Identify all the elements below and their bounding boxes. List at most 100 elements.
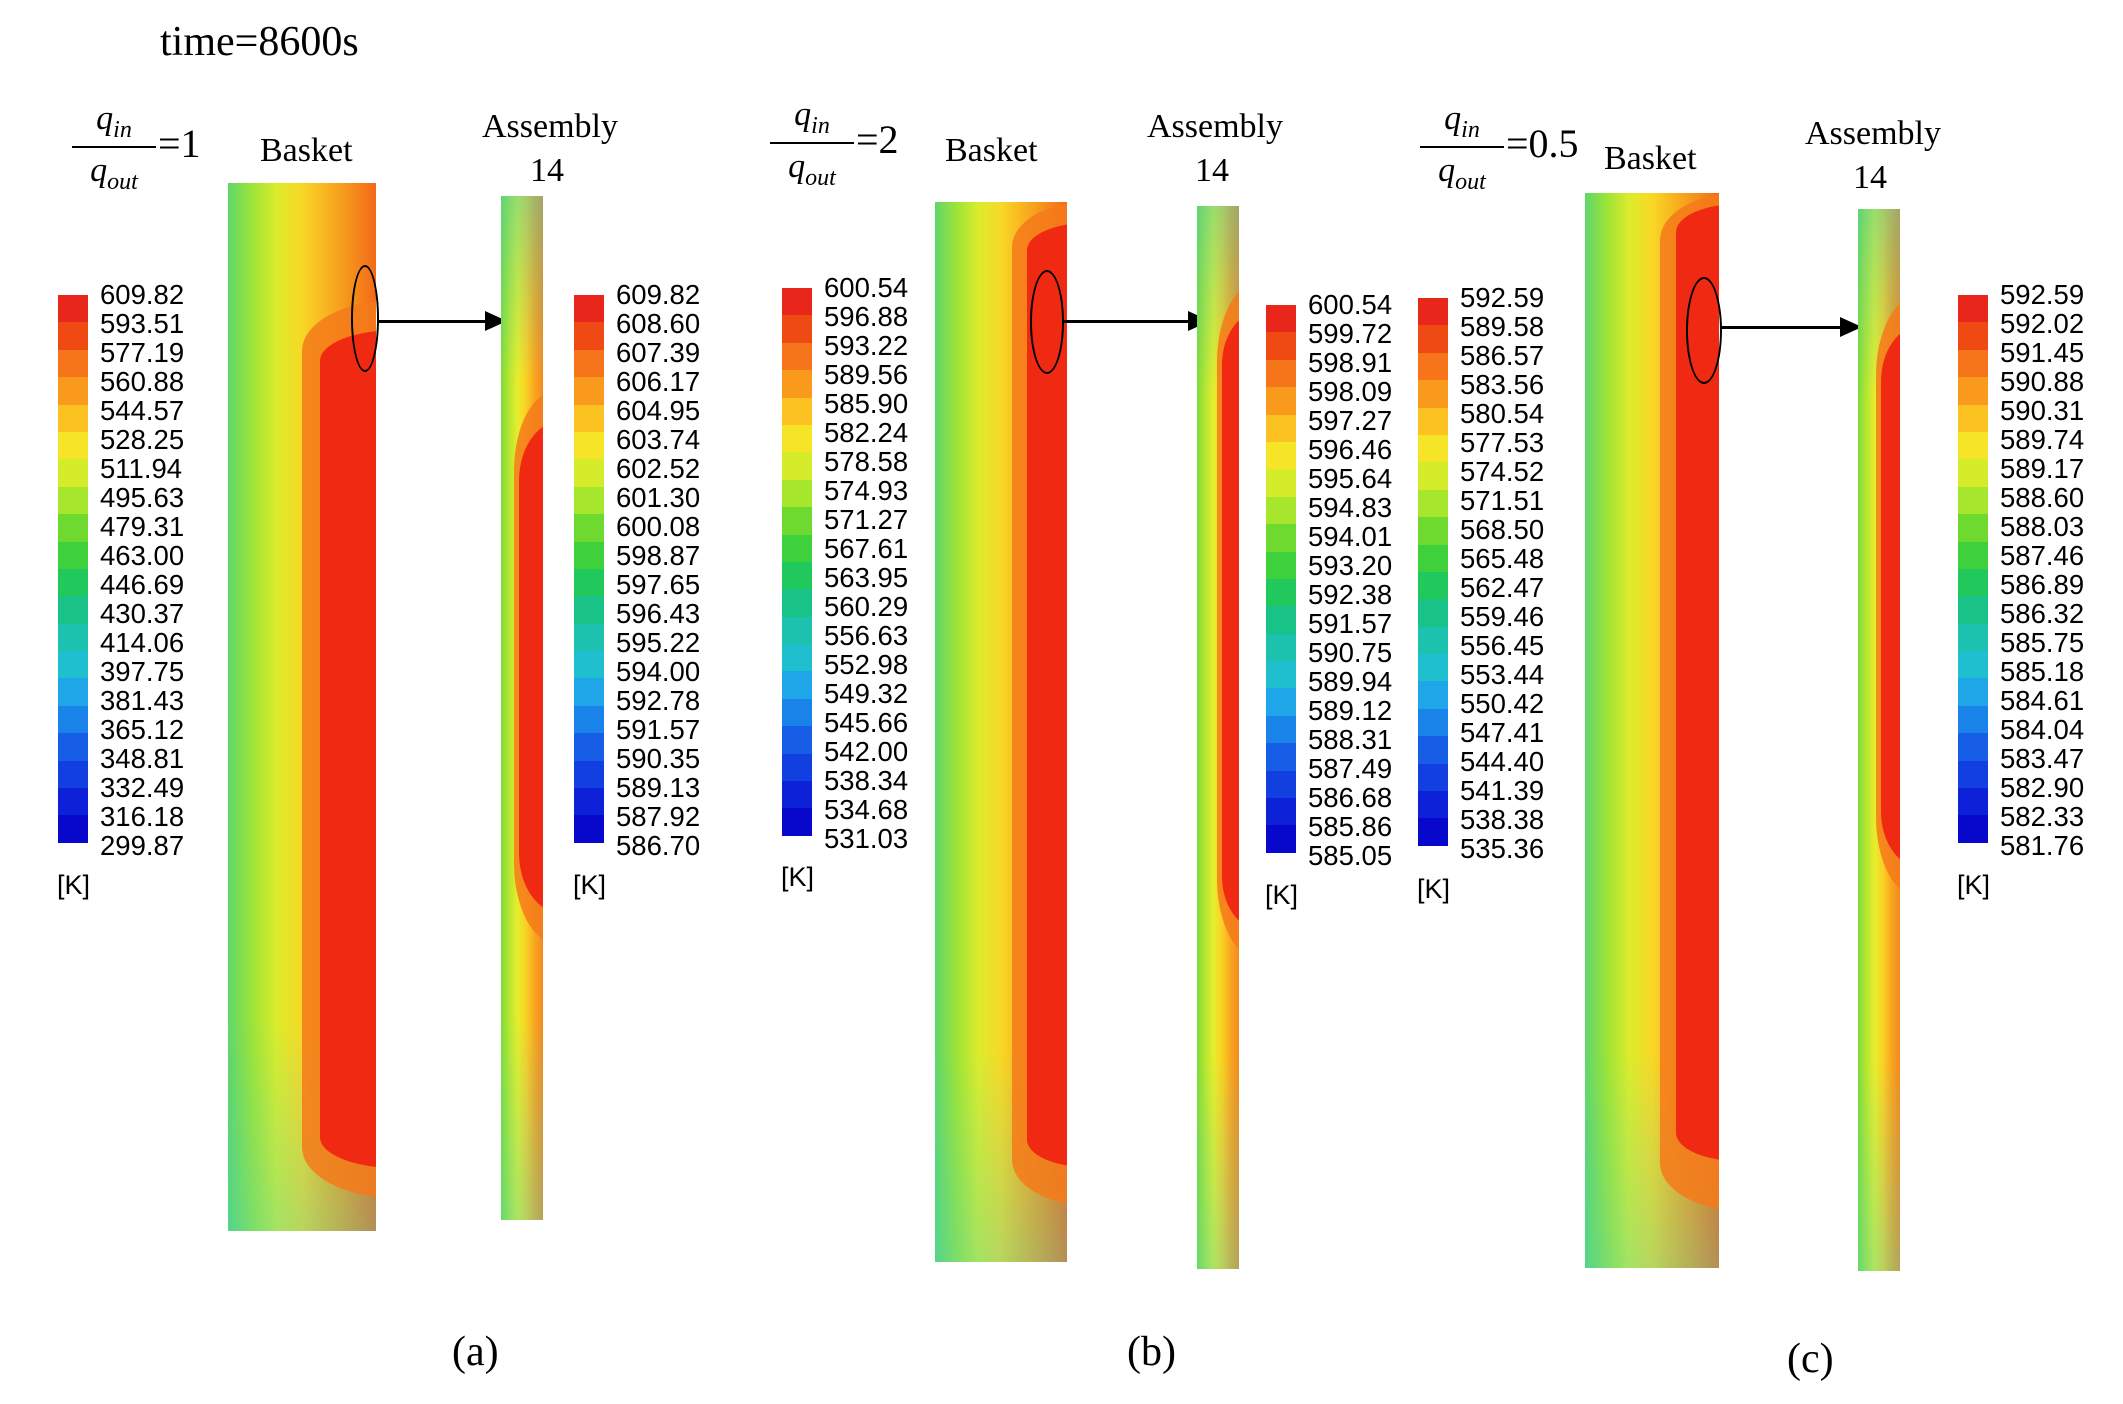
colorbar-tick-label: 332.49 [100,772,185,803]
colorbar-tick-label: 589.56 [824,359,909,390]
colorbar-cell [782,753,812,782]
colorbar-cell [1958,295,1988,323]
colorbar-cell [1418,599,1448,627]
assembly-temperature-field-b [1197,206,1239,1269]
colorbar-tick-label: 479.31 [100,511,185,542]
assembly-label-a: Assembly 14 [482,108,618,189]
arrow-a [377,320,487,323]
ratio-numerator: qin [96,100,132,143]
colorbar-values-basket-c: 592.59 589.58 586.57 583.56 580.54 577.53 574.… [1460,283,1544,863]
colorbar-cell [58,459,88,487]
colorbar-cell [58,596,88,624]
colorbar-cell [1266,688,1296,716]
colorbar-tick-label: 599.72 [1308,318,1393,349]
colorbar-values-basket-a: 609.82 593.51 577.19 560.88 544.57 528.25 511.… [100,280,184,860]
colorbar-tick-label: 597.27 [1308,405,1393,436]
colorbar-tick-label: 609.82 [616,279,701,310]
colorbar-tick-label: 562.47 [1460,572,1545,603]
colorbar-tick-label: 596.43 [616,598,701,629]
colorbar-cell [1418,654,1448,682]
colorbar-cell [574,541,604,569]
arrow-c [1720,326,1842,329]
colorbar-values-assembly-b: 600.54 599.72 598.91 598.09 597.27 596.46 595.… [1308,290,1392,870]
colorbar-cell [1418,544,1448,572]
highlight-ellipse-b [1030,270,1064,374]
colorbar-cell [1958,705,1988,734]
colorbar-basket-c [1418,298,1448,846]
colorbar-tick-label: 568.50 [1460,514,1545,545]
colorbar-tick-label: 559.46 [1460,601,1545,632]
colorbar-tick-label: 593.22 [824,330,909,361]
colorbar-cell [1958,541,1988,569]
colorbar-tick-label: 574.93 [824,475,909,506]
colorbar-tick-label: 544.40 [1460,746,1545,777]
colorbar-tick-label: 586.70 [616,830,701,861]
colorbar-cell [1418,434,1448,463]
colorbar-tick-label: 316.18 [100,801,185,832]
colorbar-cell [782,342,812,371]
colorbar-tick-label: 590.88 [2000,366,2085,397]
colorbar-cell [782,507,812,535]
colorbar-tick-label: 594.00 [616,656,701,687]
colorbar-tick-label: 430.37 [100,598,185,629]
colorbar-tick-label: 556.63 [824,620,909,651]
colorbar-cell [1266,743,1296,771]
colorbar-tick-label: 593.51 [100,308,185,339]
colorbar-cell [1418,708,1448,737]
ratio-fraction-bar [72,146,156,148]
colorbar-cell [1266,578,1296,607]
colorbar-cell [782,397,812,425]
basket-label-a: Basket [260,132,353,169]
colorbar-cell [574,322,604,350]
colorbar-tick-label: 608.60 [616,308,701,339]
colorbar-tick-label: 600.08 [616,511,701,542]
colorbar-tick-label: 585.86 [1308,811,1393,842]
assembly-temperature-field-c [1858,209,1900,1271]
colorbar-values-assembly-c: 592.59 592.02 591.45 590.88 590.31 589.74 589.… [2000,280,2084,860]
highlight-ellipse-a [351,265,379,372]
colorbar-tick-label: 590.31 [2000,395,2085,426]
panel-label-a: (a) [452,1329,499,1375]
colorbar-tick-label: 552.98 [824,649,909,680]
colorbar-tick-label: 600.54 [824,272,909,303]
colorbar-cell [58,295,88,323]
colorbar-tick-label: 571.51 [1460,485,1545,516]
colorbar-cell [1266,551,1296,579]
colorbar-cell [58,322,88,350]
arrow-b [1062,320,1190,323]
colorbar-values-assembly-a: 609.82 608.60 607.39 606.17 604.95 603.74 602.… [616,280,700,860]
colorbar-tick-label: 586.57 [1460,340,1545,371]
colorbar-tick-label: 589.12 [1308,695,1393,726]
colorbar-tick-label: 577.19 [100,337,185,368]
colorbar-cell [782,288,812,316]
colorbar-cell [574,651,604,679]
colorbar-cell [58,815,88,843]
ratio-label-a: qin qout =1 [72,100,212,200]
colorbar-cell [1958,514,1988,542]
colorbar-tick-label: 556.45 [1460,630,1545,661]
colorbar-tick-label: 545.66 [824,707,909,738]
colorbar-cell [574,486,604,515]
colorbar-cell [58,404,88,432]
colorbar-tick-label: 592.59 [1460,282,1545,313]
colorbar-cell [58,431,88,460]
highlight-ellipse-c [1686,277,1722,384]
colorbar-cell [1418,298,1448,326]
assembly-temperature-field-a [501,196,543,1220]
colorbar-tick-label: 550.42 [1460,688,1545,719]
colorbar-cell [1418,791,1448,819]
colorbar-cell [782,370,812,398]
colorbar-tick-label: 541.39 [1460,775,1545,806]
colorbar-tick-label: 606.17 [616,366,701,397]
unit-label-a1: [K] [57,870,91,900]
colorbar-cell [574,815,604,843]
colorbar-cell [574,568,604,597]
colorbar-cell [574,623,604,652]
colorbar-cell [58,514,88,542]
colorbar-cell [1418,462,1448,490]
colorbar-cell [574,514,604,542]
colorbar-tick-label: 598.09 [1308,376,1393,407]
colorbar-cell [58,651,88,679]
colorbar-tick-label: 589.17 [2000,453,2085,484]
colorbar-tick-label: 544.57 [100,395,185,426]
